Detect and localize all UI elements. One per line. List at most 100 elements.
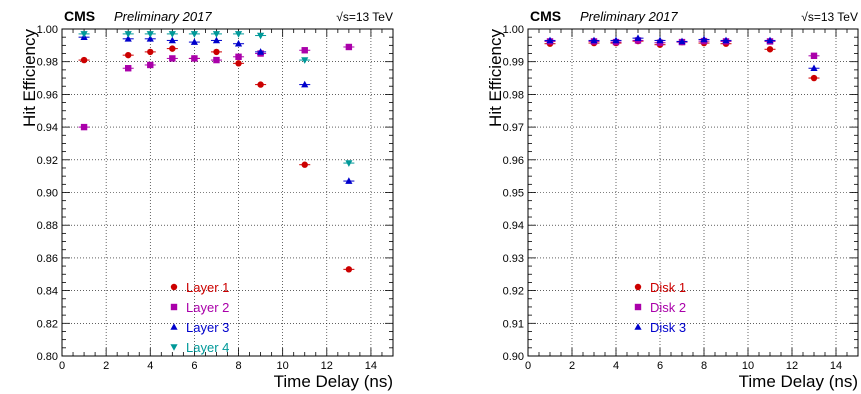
data-point xyxy=(124,35,132,42)
y-tick-label: 0.84 xyxy=(37,286,58,298)
status-label: Preliminary 2017 xyxy=(580,9,678,24)
data-point xyxy=(235,53,242,60)
data-point xyxy=(146,31,154,38)
x-tick-label: 12 xyxy=(321,360,333,372)
series-disk-3 xyxy=(544,34,820,72)
y-tick-label: 0.99 xyxy=(503,57,524,69)
legend: Disk 1 Disk 2 Disk 3 xyxy=(634,280,686,335)
data-point xyxy=(766,36,774,44)
data-point xyxy=(301,57,309,64)
data-point xyxy=(656,36,664,44)
y-tick-label: 0.91 xyxy=(503,318,524,330)
data-point xyxy=(345,177,353,184)
x-tick-label: 14 xyxy=(365,360,377,372)
legend-marker xyxy=(170,283,178,291)
experiment-label: CMS xyxy=(530,8,561,24)
legend-marker xyxy=(170,323,178,330)
energy-label: √s=13 TeV xyxy=(801,10,858,24)
data-point xyxy=(234,39,243,47)
data-point xyxy=(234,31,243,38)
energy-label: √s=13 TeV xyxy=(336,10,393,24)
plot-frame xyxy=(61,28,394,357)
data-point xyxy=(80,56,88,64)
data-point xyxy=(345,160,353,167)
data-point xyxy=(301,80,309,88)
data-point xyxy=(190,38,198,45)
x-tick-label: 6 xyxy=(657,360,663,372)
data-point xyxy=(634,34,642,41)
x-tick-label: 2 xyxy=(103,360,109,372)
data-point xyxy=(147,61,154,69)
y-tick-label: 0.98 xyxy=(37,57,58,69)
y-tick-label: 0.97 xyxy=(503,122,524,134)
data-point xyxy=(146,35,154,42)
x-axis-label: Time Delay (ns) xyxy=(739,372,858,391)
data-point xyxy=(722,36,730,44)
legend-marker xyxy=(634,283,642,291)
legend-label: Layer 4 xyxy=(186,340,229,355)
data-point xyxy=(80,123,88,131)
y-tick-label: 0.96 xyxy=(37,89,58,101)
legend-label: Disk 2 xyxy=(650,300,686,315)
x-axis-label: Time Delay (ns) xyxy=(274,372,393,391)
status-label: Preliminary 2017 xyxy=(114,9,212,24)
data-point xyxy=(301,47,308,54)
data-point xyxy=(124,31,132,38)
data-point xyxy=(257,32,265,40)
y-tick-label: 0.93 xyxy=(503,253,524,265)
data-point xyxy=(345,43,353,51)
data-point xyxy=(190,31,198,38)
y-tick-label: 0.94 xyxy=(37,122,58,134)
series-layer-4 xyxy=(78,31,355,167)
x-tick-label: 10 xyxy=(277,360,289,372)
x-tick-label: 10 xyxy=(742,360,754,372)
legend-label: Layer 3 xyxy=(186,320,229,335)
data-point xyxy=(191,55,198,62)
y-tick-label: 0.92 xyxy=(503,286,524,298)
legend-label: Disk 1 xyxy=(650,280,686,295)
legend-label: Layer 1 xyxy=(186,280,229,295)
y-tick-label: 1.00 xyxy=(37,24,58,36)
panel-right: 0 2 4 6 8 10 12 14 0.90 0.91 0.92 0.93 0.94 0.95 0.96 0… xyxy=(486,8,859,391)
data-point xyxy=(80,31,88,38)
data-point xyxy=(612,36,620,44)
data-point xyxy=(345,266,353,273)
x-tick-label: 8 xyxy=(701,360,707,372)
y-tick-label: 0.86 xyxy=(37,253,58,265)
y-tick-label: 1.00 xyxy=(503,24,524,36)
y-tick-label: 0.82 xyxy=(37,318,58,330)
y-tick-label: 0.95 xyxy=(503,188,524,200)
legend-marker xyxy=(170,344,178,351)
series-layer-2 xyxy=(78,43,355,131)
data-point xyxy=(212,31,221,38)
data-point xyxy=(168,31,176,38)
data-point xyxy=(212,36,221,44)
x-tick-label: 8 xyxy=(235,360,241,372)
data-point xyxy=(257,81,264,88)
y-tick-label: 0.92 xyxy=(37,155,58,167)
y-axis-label: Hit Efficiency xyxy=(486,29,505,127)
x-tick-label: 6 xyxy=(191,360,197,372)
legend-marker xyxy=(634,323,642,330)
x-tick-label: 14 xyxy=(830,360,842,372)
data-point xyxy=(766,46,774,53)
data-point xyxy=(700,35,708,43)
legend-label: Disk 3 xyxy=(650,320,686,335)
legend: Layer 1 Layer 2 Layer 3 Layer 4 xyxy=(170,280,229,355)
experiment-label: CMS xyxy=(64,8,95,24)
data-point xyxy=(213,56,220,64)
x-tick-label: 4 xyxy=(147,360,153,372)
y-tick-label: 0.94 xyxy=(503,220,524,232)
y-tick-label: 0.90 xyxy=(37,188,58,200)
y-axis-label: Hit Efficiency xyxy=(20,29,39,127)
legend-marker xyxy=(170,303,178,311)
series-layer-1 xyxy=(78,45,355,273)
x-tick-label: 0 xyxy=(525,360,531,372)
x-tick-label: 12 xyxy=(786,360,798,372)
data-point xyxy=(213,48,220,56)
data-point xyxy=(810,52,818,60)
data-point xyxy=(546,36,554,44)
legend-label: Layer 2 xyxy=(186,300,229,315)
y-tick-label: 0.90 xyxy=(503,351,524,363)
